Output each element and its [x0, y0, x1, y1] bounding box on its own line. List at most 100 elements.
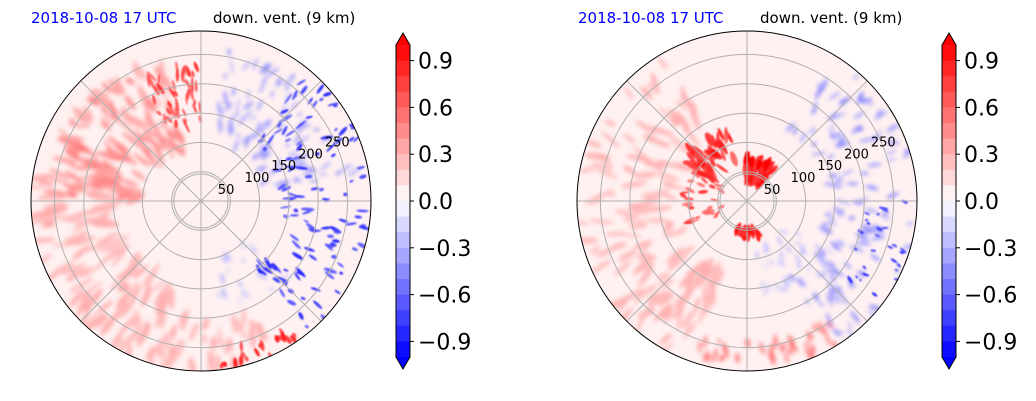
field-cell — [78, 290, 91, 314]
field-cell — [589, 245, 601, 255]
field-cell — [886, 123, 900, 133]
field-cell — [824, 260, 831, 267]
field-cell — [812, 100, 817, 114]
field-cell — [219, 362, 224, 369]
field-cell — [683, 221, 694, 225]
field-cell — [797, 277, 804, 288]
field-cell — [850, 310, 861, 324]
field-cell — [703, 273, 714, 297]
field-cell — [674, 245, 695, 258]
field-cell — [805, 331, 814, 339]
field-cell — [750, 230, 756, 237]
field-cell — [71, 107, 93, 121]
field-cell — [319, 187, 324, 192]
field-cell — [340, 164, 352, 172]
field-cell — [31, 210, 48, 220]
field-cell — [838, 137, 846, 147]
field-cell — [91, 88, 110, 98]
field-cell — [353, 136, 360, 143]
field-cell — [676, 303, 685, 327]
field-cell — [876, 109, 883, 116]
field-cell — [241, 258, 246, 264]
field-cell — [287, 196, 298, 202]
field-cell — [119, 284, 131, 293]
field-cell — [890, 258, 898, 264]
field-cell — [852, 75, 859, 80]
colorbar-level — [396, 294, 410, 311]
field-cell — [663, 194, 678, 201]
field-cell — [832, 207, 846, 214]
polar-frame-1 — [576, 30, 918, 372]
field-cell — [37, 194, 62, 201]
field-cell — [785, 278, 791, 285]
field-cell — [830, 288, 836, 294]
field-cell — [856, 97, 866, 104]
field-cell — [746, 164, 752, 177]
field-cell — [836, 141, 852, 148]
colorbar-tick-label: −0.6 — [964, 284, 1017, 309]
field-cell — [785, 281, 789, 290]
field-cell — [886, 192, 899, 199]
field-cell — [115, 294, 128, 310]
field-cell — [293, 135, 301, 144]
field-cell — [327, 234, 335, 239]
field-cell — [67, 123, 89, 129]
field-cell — [686, 162, 693, 169]
field-cell — [329, 226, 342, 234]
field-cell — [290, 101, 299, 110]
field-cell — [874, 110, 887, 120]
colorbar-tick-label: −0.6 — [418, 284, 471, 309]
field-cell — [824, 227, 833, 234]
field-cell — [836, 212, 844, 217]
colorbar-level — [396, 123, 410, 139]
field-cell — [722, 343, 729, 359]
field-cell — [308, 254, 317, 261]
field-cell — [662, 311, 676, 324]
colorbar-tick-label: 0.3 — [418, 143, 453, 168]
field-cell — [291, 240, 301, 250]
field-cell — [779, 259, 786, 267]
field-cell — [681, 202, 694, 206]
grid-spoke — [746, 80, 868, 202]
field-cell — [313, 300, 323, 309]
colorbar-level — [942, 232, 956, 249]
field-cell — [246, 89, 250, 102]
field-cell — [293, 177, 299, 181]
field-cell — [145, 105, 154, 130]
field-cell — [240, 115, 246, 121]
field-cell — [145, 345, 159, 361]
field-cell — [163, 287, 174, 308]
field-cell — [258, 342, 264, 349]
field-cell — [879, 206, 884, 210]
field-cell — [121, 132, 145, 149]
field-cell — [44, 204, 61, 211]
field-cell — [724, 126, 729, 144]
field-cell — [298, 311, 304, 320]
field-cell — [359, 174, 367, 179]
field-cell — [714, 140, 724, 150]
field-cell — [835, 131, 841, 139]
field-cell — [85, 181, 105, 190]
field-cell — [804, 340, 809, 355]
field-cell — [755, 229, 761, 242]
field-cell — [241, 291, 246, 297]
field-cell — [876, 212, 880, 216]
field-cell — [866, 221, 871, 226]
field-cell — [764, 285, 768, 297]
field-cell — [71, 135, 85, 142]
field-cell — [239, 340, 244, 352]
field-cell — [252, 153, 258, 160]
field-cell — [778, 261, 782, 267]
field-cell — [858, 91, 864, 100]
colorbar-level — [396, 263, 410, 280]
grid-spoke — [626, 80, 748, 202]
field-cell — [763, 241, 769, 253]
field-cell — [813, 292, 818, 303]
field-cell — [107, 78, 126, 94]
field-cell — [300, 207, 315, 212]
field-cell — [851, 182, 859, 185]
field-cell — [217, 292, 220, 299]
colorbar-tick-label: 0.0 — [418, 190, 453, 215]
colorbar-level — [396, 76, 410, 93]
field-cell — [296, 126, 303, 134]
